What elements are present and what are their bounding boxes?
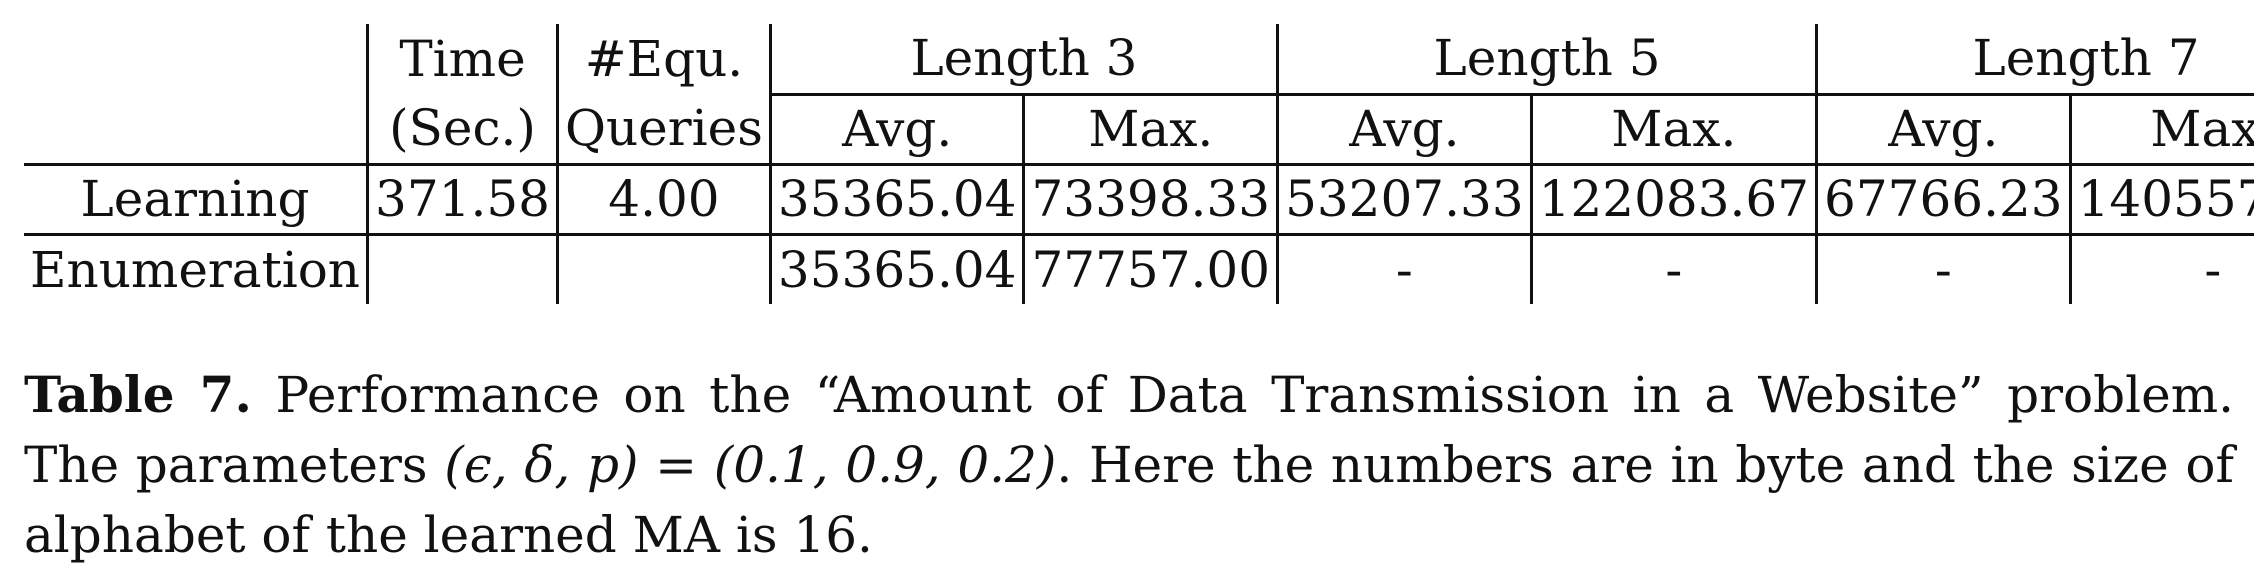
equ-queries-subheader: Queries xyxy=(557,94,772,166)
table-cell: 371.58 xyxy=(367,164,559,236)
table-row: Enumeration 35365.04 77757.00 - - - - xyxy=(24,234,2254,304)
length-3-header: Length 3 xyxy=(770,24,1280,96)
length-7-avg-header: Avg. xyxy=(1816,94,2072,166)
table-cell: 77757.00 xyxy=(1023,234,1280,304)
empty-corner-cell xyxy=(24,24,370,94)
caption-label: Table 7. xyxy=(24,365,252,424)
time-unit-header: (Sec.) xyxy=(367,94,559,166)
results-table: Time #Equ. Length 3 Length 5 Length 7 (S… xyxy=(24,24,2254,304)
row-label-enumeration: Enumeration xyxy=(24,234,370,304)
table-cell: 35365.04 xyxy=(770,164,1026,236)
table-cell: - xyxy=(1816,234,2072,304)
table-row: Learning 371.58 4.00 35365.04 73398.33 5… xyxy=(24,164,2254,236)
caption-text-1: Performance on the “Amount of Data Trans… xyxy=(251,366,2234,424)
length-3-max-header: Max. xyxy=(1023,94,1280,166)
length-5-max-header: Max. xyxy=(1531,94,1819,166)
row-label-learning: Learning xyxy=(24,164,370,236)
table-cell: 53207.33 xyxy=(1277,164,1533,236)
table-cell: 4.00 xyxy=(557,164,772,236)
table-cell xyxy=(367,234,559,304)
length-7-max-header: Max. xyxy=(2070,94,2254,166)
table-cell: - xyxy=(1277,234,1533,304)
table-caption: Table 7. Performance on the “Amount of D… xyxy=(24,360,2234,570)
table-cell: 122083.67 xyxy=(1531,164,1819,236)
caption-text-2a: The parameters xyxy=(24,436,445,494)
length-5-avg-header: Avg. xyxy=(1277,94,1533,166)
empty-corner-cell-2 xyxy=(24,94,370,166)
table-cell: 35365.04 xyxy=(770,234,1026,304)
table-cell: - xyxy=(2204,240,2222,299)
length-5-header: Length 5 xyxy=(1277,24,1819,96)
table-cell: - xyxy=(1531,234,1819,304)
table-cell: 67766.23 xyxy=(1816,164,2072,236)
length-7-header: Length 7 xyxy=(1816,24,2254,96)
time-header: Time xyxy=(367,24,559,94)
caption-params-math: (ϵ, δ, p) = (0.1, 0.9, 0.2) xyxy=(444,436,1057,494)
table-cell: 140557.67 xyxy=(2070,164,2254,236)
header-row-1: Time #Equ. Length 3 Length 5 Length 7 xyxy=(24,24,2254,96)
caption-text-2b: . Here the numbers are in byte and the s… xyxy=(24,436,2234,564)
equ-queries-header: #Equ. xyxy=(557,24,772,94)
table-cell xyxy=(557,234,772,304)
header-row-2: (Sec.) Queries Avg. Max. Avg. Max. Avg. … xyxy=(24,94,2254,166)
table-cell: 73398.33 xyxy=(1023,164,1280,236)
length-3-avg-header: Avg. xyxy=(770,94,1026,166)
